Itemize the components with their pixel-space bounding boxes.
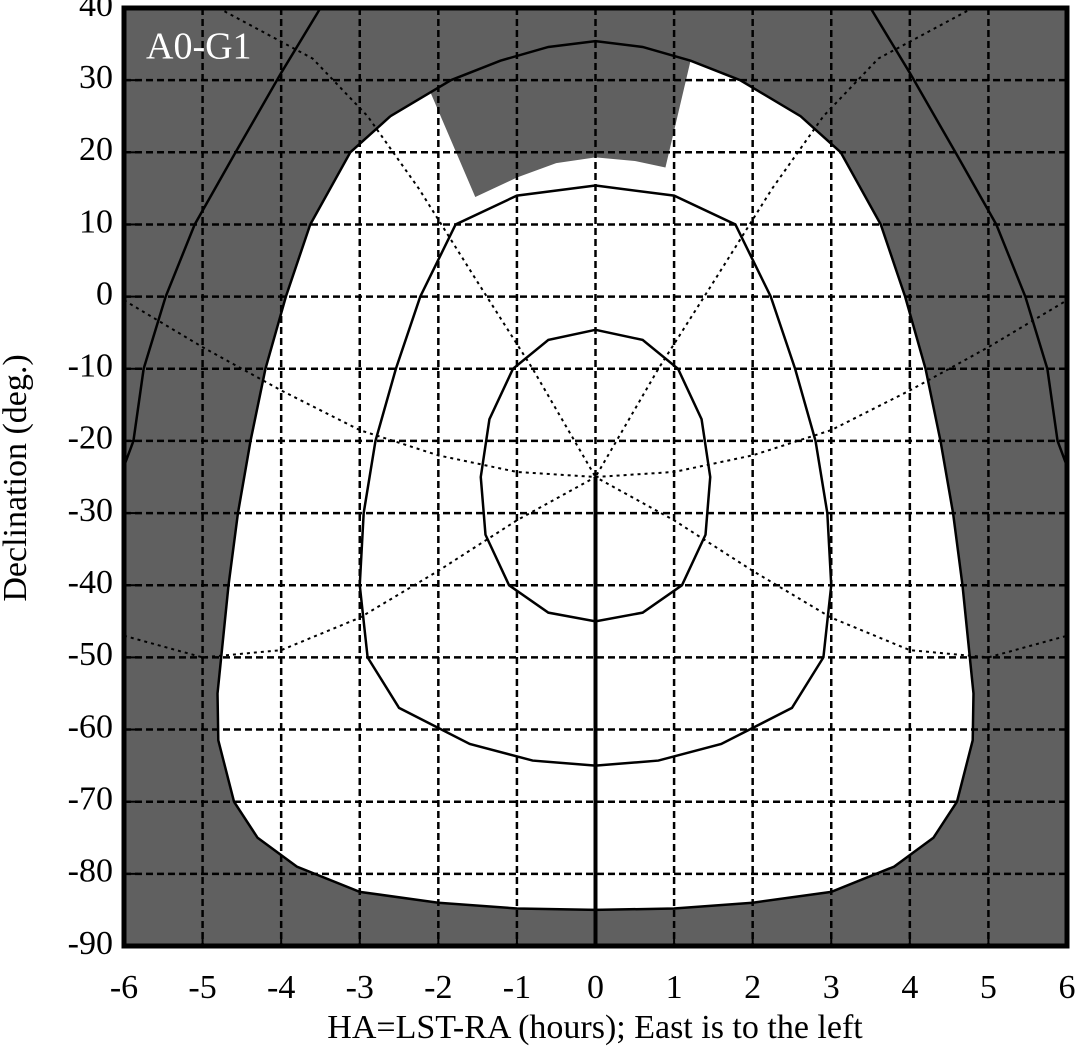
y-tick-label: -60 bbox=[68, 708, 113, 745]
curve bbox=[216, 39, 975, 912]
y-tick-label: -90 bbox=[68, 925, 113, 962]
x-tick-label: -1 bbox=[503, 969, 531, 1006]
y-tick-label: -10 bbox=[68, 348, 113, 385]
x-tick-label: 5 bbox=[980, 969, 997, 1006]
x-tick-label: -3 bbox=[346, 969, 374, 1006]
y-tick-label: 0 bbox=[96, 275, 113, 312]
x-tick-label: -2 bbox=[424, 969, 452, 1006]
x-tick-label: 3 bbox=[823, 969, 840, 1006]
y-tick-label: -70 bbox=[68, 780, 113, 817]
y-tick-label: -40 bbox=[68, 564, 113, 601]
x-tick-label: 0 bbox=[587, 969, 604, 1006]
x-tick-label: -6 bbox=[110, 969, 138, 1006]
y-tick-label: -50 bbox=[68, 636, 113, 673]
x-tick-label: 4 bbox=[901, 969, 918, 1006]
y-tick-label: -30 bbox=[68, 492, 113, 529]
x-tick-label: -5 bbox=[188, 969, 216, 1006]
x-tick-label: 2 bbox=[744, 969, 761, 1006]
y-axis-label: Declination (deg.) bbox=[0, 354, 34, 601]
curve bbox=[123, 475, 1068, 659]
y-tick-label: 10 bbox=[79, 203, 113, 240]
x-tick-label: 6 bbox=[1059, 969, 1076, 1006]
y-tick-label: 40 bbox=[79, 0, 113, 24]
y-tick-label: -20 bbox=[68, 420, 113, 457]
annotation: A0-G1 bbox=[146, 26, 252, 68]
x-tick-label: -4 bbox=[267, 969, 295, 1006]
plot-frame bbox=[121, 5, 1070, 949]
curve bbox=[123, 299, 1068, 479]
y-tick-label: 20 bbox=[79, 131, 113, 168]
x-tick-label: 1 bbox=[666, 969, 683, 1006]
y-tick-label: 30 bbox=[79, 59, 113, 96]
x-axis-label: HA=LST-RA (hours); East is to the left bbox=[327, 1009, 863, 1046]
y-tick-label: -80 bbox=[68, 853, 113, 890]
curve bbox=[122, 7, 1069, 467]
